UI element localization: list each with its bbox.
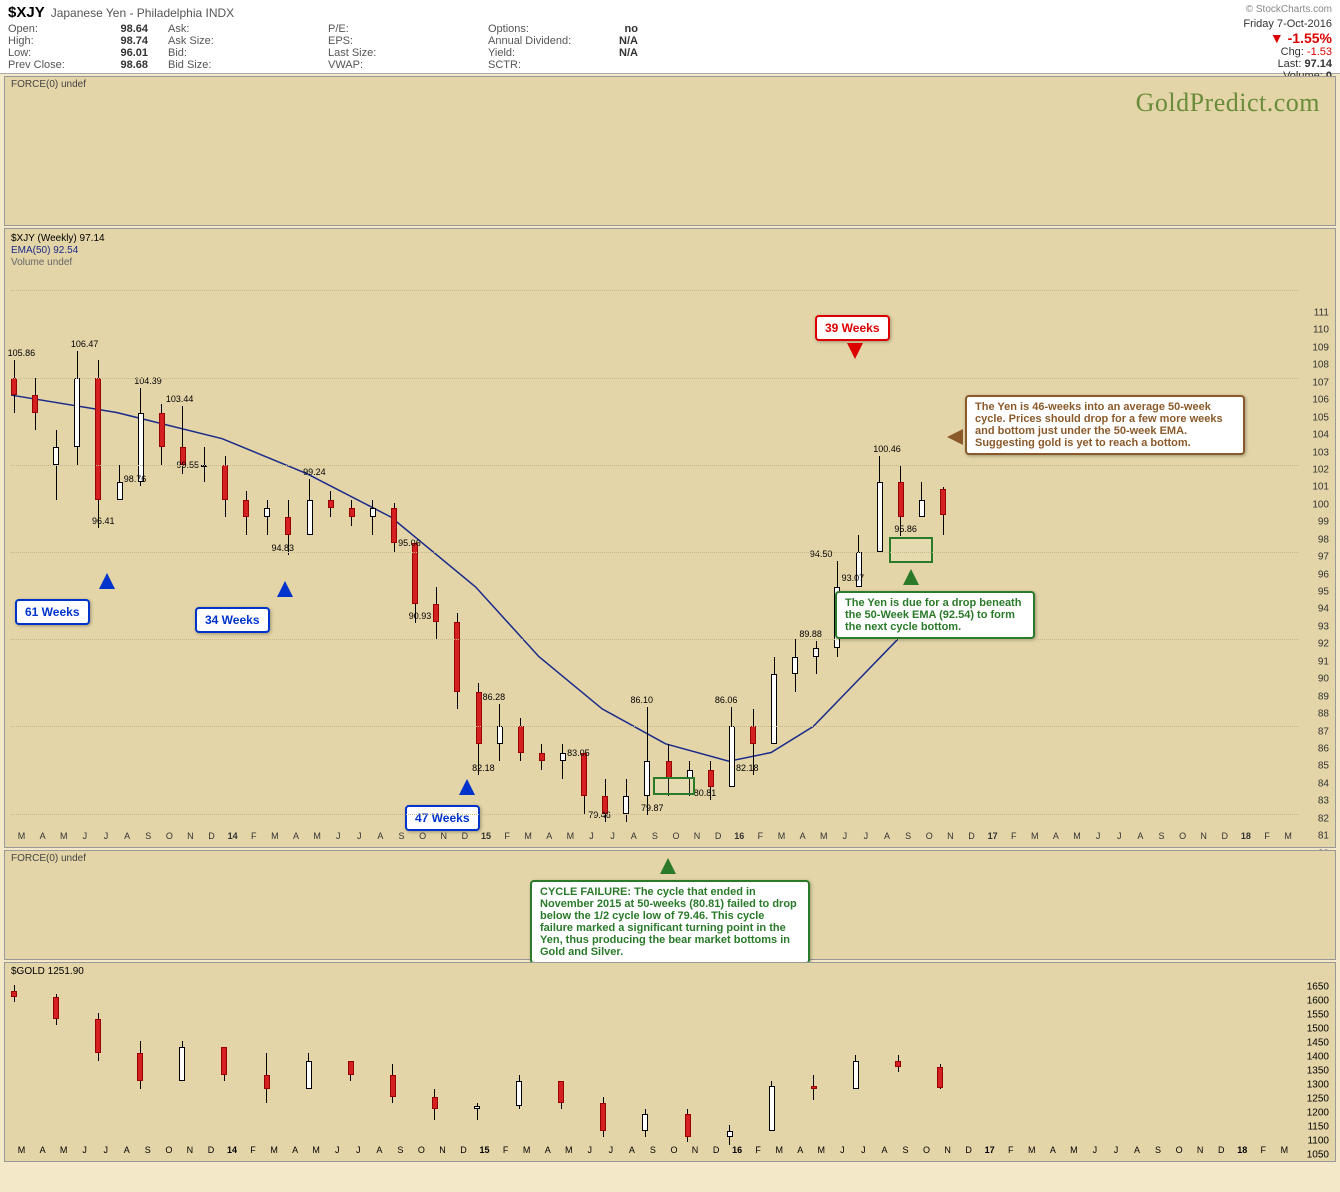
attribution: © StockCharts.com <box>1246 4 1332 15</box>
price-label: 79.46 <box>588 810 611 820</box>
main-xaxis: MAMJJASOND14FMAMJJASOND15FMAMJJASOND16FM… <box>11 831 1299 845</box>
watermark: GoldPredict.com <box>1136 88 1320 118</box>
price-label: 86.10 <box>630 695 653 705</box>
gold-legend: $GOLD 1251.90 <box>11 966 84 977</box>
ticker-symbol: $XJY <box>8 4 45 21</box>
legend-price: $XJY (Weekly) 97.14 <box>11 233 105 245</box>
vwap-label: VWAP: <box>328 59 398 71</box>
price-label: 79.87 <box>641 803 664 813</box>
price-label: 80.81 <box>694 788 717 798</box>
prev-label: Prev Close: <box>8 59 78 71</box>
callout-39weeks: 39 Weeks <box>815 315 890 341</box>
open-value: 98.64 <box>98 23 148 35</box>
div-value: N/A <box>598 35 638 47</box>
callout-47weeks: 47 Weeks <box>405 805 480 831</box>
price-label: 89.88 <box>799 629 822 639</box>
callout-yen-cycle: The Yen is 46-weeks into an average 50-w… <box>965 395 1245 455</box>
chg-line: Chg: -1.53 <box>1243 46 1332 58</box>
ticker-description: Japanese Yen - Philadelphia INDX <box>51 6 234 20</box>
callout-cycle-failure: CYCLE FAILURE: The cycle that ended in N… <box>530 880 810 964</box>
eps-value <box>418 35 468 47</box>
arrow-61weeks <box>99 573 115 589</box>
open-label: Open: <box>8 23 78 35</box>
bidsize-label: Bid Size: <box>168 59 238 71</box>
pe-label: P/E: <box>328 23 398 35</box>
low-value: 96.01 <box>98 47 148 59</box>
arrow-target <box>903 569 919 585</box>
main-yaxis: 7980818283848586878889909192939495969798… <box>1301 269 1333 827</box>
price-label: 98.76 <box>124 474 147 484</box>
gold-candle-area <box>11 977 1295 1143</box>
price-label: 105.86 <box>8 348 36 358</box>
callout-drop-ema: The Yen is due for a drop beneath the 50… <box>835 591 1035 639</box>
arrow-cycle-failure <box>660 858 676 874</box>
bid-value <box>258 47 308 59</box>
force-label-mid: FORCE(0) undef <box>11 853 86 864</box>
prev-value: 98.68 <box>98 59 148 71</box>
price-label: 103.44 <box>166 394 194 404</box>
target-box-ema <box>889 537 933 563</box>
quote-info-grid: Open: 98.64 Ask: P/E: Options: no High: 98.… <box>8 23 1332 71</box>
arrow-47weeks <box>459 779 475 795</box>
legend-ema: EMA(50) 92.54 <box>11 245 105 257</box>
lastsize-value <box>418 47 468 59</box>
price-label: 99.24 <box>303 467 326 477</box>
div-label: Annual Dividend: <box>488 35 578 47</box>
price-label: 95.06 <box>398 538 421 548</box>
ema-line-svg <box>11 273 1299 829</box>
price-label: 93.07 <box>842 573 865 583</box>
options-value: no <box>598 23 638 35</box>
pct-change: ▼ -1.55% <box>1243 30 1332 46</box>
asksize-value <box>258 35 308 47</box>
asksize-label: Ask Size: <box>168 35 238 47</box>
ask-label: Ask: <box>168 23 238 35</box>
quote-date: Friday 7-Oct-2016 <box>1243 18 1332 30</box>
chg-value: -1.53 <box>1307 46 1332 58</box>
callout-34weeks: 34 Weeks <box>195 607 270 633</box>
price-label: 106.47 <box>71 339 99 349</box>
vwap-value <box>418 59 468 71</box>
arrow-39weeks <box>847 343 863 359</box>
pe-value <box>418 23 468 35</box>
price-label: 96.41 <box>92 516 115 526</box>
price-label: 86.28 <box>483 692 506 702</box>
arrow-34weeks <box>277 581 293 597</box>
price-label: 95.86 <box>894 524 917 534</box>
legend-vol: Volume undef <box>11 257 105 269</box>
price-label: 86.06 <box>715 695 738 705</box>
eps-label: EPS: <box>328 35 398 47</box>
price-label: 90.93 <box>409 611 432 621</box>
bid-label: Bid: <box>168 47 238 59</box>
main-candle-area: 105.86106.4796.41104.3998.76103.4499.559… <box>11 273 1299 829</box>
options-label: Options: <box>488 23 578 35</box>
target-box-nov15 <box>653 777 695 795</box>
bidsize-value <box>258 59 308 71</box>
sctr-value <box>598 59 638 71</box>
chart-header: $XJY Japanese Yen - Philadelphia INDX © … <box>0 0 1340 74</box>
yield-value: N/A <box>598 47 638 59</box>
last-value: 97.14 <box>1304 58 1332 70</box>
low-label: Low: <box>8 47 78 59</box>
high-label: High: <box>8 35 78 47</box>
gold-yaxis: 1050110011501200125013001350140014501500… <box>1297 973 1333 1143</box>
sctr-label: SCTR: <box>488 59 578 71</box>
callout-61weeks: 61 Weeks <box>15 599 90 625</box>
main-legend: $XJY (Weekly) 97.14 EMA(50) 92.54 Volume… <box>11 233 105 269</box>
yield-label: Yield: <box>488 47 578 59</box>
right-quote: Friday 7-Oct-2016 ▼ -1.55% Chg: -1.53 La… <box>1243 18 1332 82</box>
ask-value <box>258 23 308 35</box>
arrow-yen-cycle <box>947 429 963 445</box>
last-line: Last: 97.14 <box>1243 58 1332 70</box>
high-value: 98.74 <box>98 35 148 47</box>
price-label: 82.18 <box>736 763 759 773</box>
price-label: 100.46 <box>873 444 901 454</box>
gold-xaxis: MAMJJASOND14FMAMJJASOND15FMAMJJASOND16FM… <box>11 1145 1295 1159</box>
lastsize-label: Last Size: <box>328 47 398 59</box>
gold-chart: $GOLD 1251.90 10501100115012001250130013… <box>4 962 1336 1162</box>
price-label: 82.18 <box>472 763 495 773</box>
force-label-top: FORCE(0) undef <box>11 79 86 90</box>
price-label: 83.05 <box>567 748 590 758</box>
main-price-chart: $XJY (Weekly) 97.14 EMA(50) 92.54 Volume… <box>4 228 1336 848</box>
price-label: 94.50 <box>810 549 833 559</box>
